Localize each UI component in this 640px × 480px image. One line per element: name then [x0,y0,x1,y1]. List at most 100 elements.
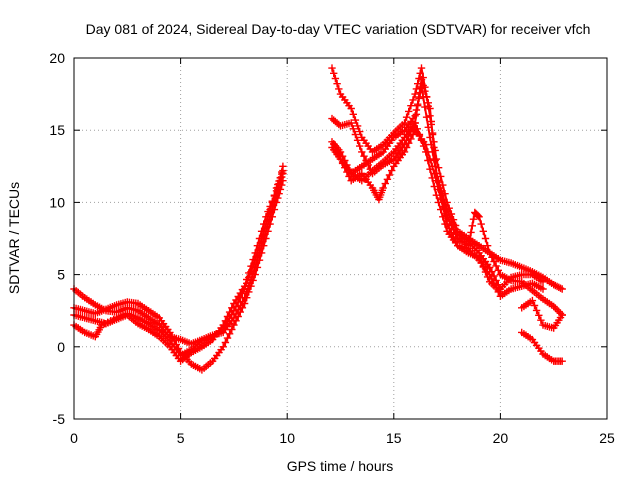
x-tick-label: 0 [70,430,78,446]
data-point-marker [483,273,492,281]
data-point-marker [236,308,244,316]
data-point-marker [419,93,427,101]
data-point-marker [225,308,234,316]
data-point-marker [262,213,270,221]
data-point-marker [481,268,490,276]
data-point-marker [385,171,394,179]
data-point-marker [407,102,415,110]
series-line [331,78,564,316]
data-point-marker [558,357,566,365]
data-point-marker [419,142,428,150]
data-point-marker [333,80,341,88]
y-tick-label: 20 [49,50,65,66]
data-point-marker [333,146,341,155]
data-point-marker [243,275,251,284]
data-point-marker [486,249,494,257]
data-point-marker [496,288,505,296]
data-point-marker [245,288,253,296]
data-point-marker [409,130,417,139]
data-point-marker [421,103,429,111]
data-point-marker [247,262,255,270]
data-point-marker [238,304,247,312]
data-point-marker [331,74,340,83]
data-point-marker [494,266,502,274]
data-point-marker [253,242,262,250]
data-point-marker [468,222,476,230]
data-point-marker [411,90,419,98]
data-point-marker [558,285,566,293]
data-point-marker [443,205,451,214]
data-point-marker [356,127,364,136]
data-point-marker [243,294,251,302]
data-point-marker [445,210,453,219]
data-point-marker [486,263,494,272]
data-point-marker [266,202,274,211]
data-series-11 [518,328,566,365]
data-point-marker [328,64,336,72]
data-point-marker [477,258,485,266]
data-point-marker [228,325,236,334]
data-point-marker [388,166,396,175]
data-point-marker [451,225,460,233]
data-point-marker [415,94,423,103]
data-point-marker [424,99,432,107]
data-point-marker [467,228,475,237]
data-point-marker [475,213,483,221]
data-point-marker [412,106,421,114]
data-point-marker [223,312,232,321]
data-point-marker [427,117,435,126]
data-point-marker [351,116,360,124]
data-point-marker [447,215,456,224]
data-point-marker [383,175,392,183]
x-tick-label: 15 [386,430,402,446]
data-point-marker [479,263,487,271]
data-point-marker [411,119,419,127]
data-point-marker [356,142,364,150]
data-point-marker [270,192,279,200]
data-point-marker [439,213,447,221]
data-point-marker [257,227,266,235]
data-point-marker [260,220,268,228]
data-point-marker [168,332,176,341]
series-line [331,129,544,298]
data-point-marker [430,169,438,178]
data-point-marker [381,179,389,188]
data-point-marker [240,299,249,308]
data-point-marker [221,338,230,347]
x-axis-label: GPS time / hours [287,458,394,474]
data-point-marker [349,110,357,118]
data-point-marker [249,276,257,285]
data-point-marker [528,296,537,305]
data-series-group [70,64,566,374]
y-tick-label: 5 [57,267,65,283]
data-point-marker [414,80,422,88]
data-point-marker [441,198,449,207]
data-series-4 [70,169,287,365]
x-tick-label: 20 [493,430,509,446]
data-point-marker [358,148,366,156]
data-point-marker [424,156,432,165]
data-point-marker [492,262,500,270]
data-point-marker [166,328,174,337]
data-point-marker [477,220,485,228]
data-point-marker [441,220,449,228]
data-point-marker [413,125,421,133]
data-point-marker [219,321,227,329]
data-point-marker [537,316,545,324]
data-point-marker [411,112,419,120]
data-point-marker [278,173,286,181]
data-series-2 [70,177,287,374]
data-point-marker [426,133,434,142]
data-point-marker [251,249,259,257]
data-point-marker [353,122,362,130]
data-point-marker [416,69,424,77]
data-series-7 [328,83,547,293]
data-point-marker [264,207,272,216]
data-point-marker [251,270,259,279]
data-point-marker [228,304,236,312]
data-point-marker [414,100,422,108]
data-point-marker [417,83,426,91]
data-point-marker [347,104,355,113]
